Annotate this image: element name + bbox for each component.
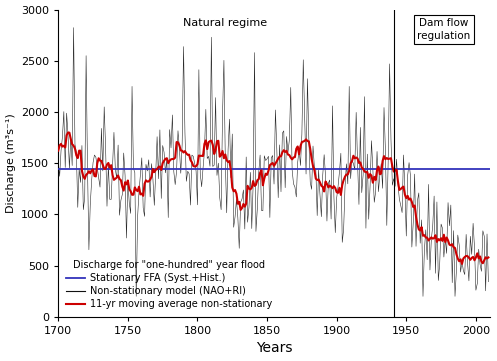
Text: Natural regime: Natural regime bbox=[183, 18, 267, 28]
X-axis label: Years: Years bbox=[256, 342, 292, 356]
Text: Dam flow
regulation: Dam flow regulation bbox=[417, 18, 471, 41]
Y-axis label: Discharge (m³s⁻¹): Discharge (m³s⁻¹) bbox=[5, 113, 15, 213]
Legend: Stationary FFA (Syst.+Hist.), Non-stationary model (NAO+RI), 11-yr moving averag: Stationary FFA (Syst.+Hist.), Non-statio… bbox=[63, 257, 275, 312]
